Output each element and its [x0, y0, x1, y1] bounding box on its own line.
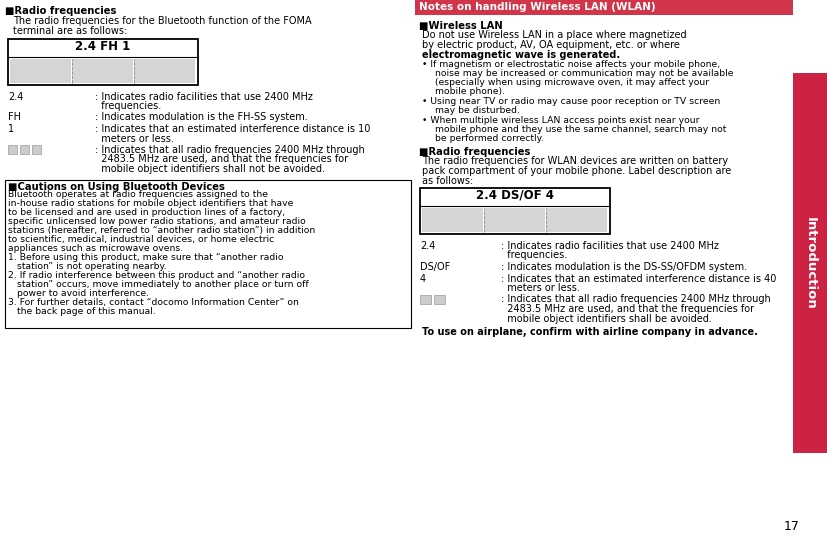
Text: • When multiple wireless LAN access points exist near your: • When multiple wireless LAN access poin… — [422, 116, 700, 125]
Text: : Indicates that all radio frequencies 2400 MHz through: : Indicates that all radio frequencies 2… — [95, 145, 365, 155]
Text: The radio frequencies for the Bluetooth function of the FOMA: The radio frequencies for the Bluetooth … — [13, 16, 312, 27]
Text: FH: FH — [8, 112, 21, 123]
Text: the back page of this manual.: the back page of this manual. — [8, 307, 155, 316]
Text: pack compartment of your mobile phone. Label description are: pack compartment of your mobile phone. L… — [422, 166, 731, 176]
Text: The radio frequencies for WLAN devices are written on battery: The radio frequencies for WLAN devices a… — [422, 156, 728, 167]
Bar — [420, 294, 431, 304]
Text: meters or less.: meters or less. — [501, 283, 580, 293]
Bar — [434, 294, 445, 304]
Bar — [134, 59, 195, 83]
Text: to scientific, medical, industrial devices, or home electric: to scientific, medical, industrial devic… — [8, 235, 275, 244]
Text: ■Wireless LAN: ■Wireless LAN — [419, 21, 503, 31]
Text: electromagnetic wave is generated.: electromagnetic wave is generated. — [422, 49, 620, 60]
Text: 2.4 DS/OF 4: 2.4 DS/OF 4 — [476, 189, 554, 202]
Text: : Indicates that an estimated interference distance is 40: : Indicates that an estimated interferen… — [501, 274, 777, 283]
Text: station” occurs, move immediately to another place or turn off: station” occurs, move immediately to ano… — [8, 280, 308, 289]
Text: To use on airplane, confirm with airline company in advance.: To use on airplane, confirm with airline… — [422, 327, 758, 337]
Bar — [5, 180, 411, 328]
Text: ■Radio frequencies: ■Radio frequencies — [5, 6, 117, 16]
Bar — [8, 39, 198, 85]
Bar — [422, 208, 483, 232]
Text: : Indicates modulation is the FH-SS system.: : Indicates modulation is the FH-SS syst… — [95, 112, 308, 123]
Text: frequencies.: frequencies. — [95, 101, 161, 111]
Text: 1. Before using this product, make sure that “another radio: 1. Before using this product, make sure … — [8, 253, 284, 262]
Text: : Indicates that all radio frequencies 2400 MHz through: : Indicates that all radio frequencies 2… — [501, 294, 771, 305]
Text: 2483.5 MHz are used, and that the frequencies for: 2483.5 MHz are used, and that the freque… — [95, 155, 348, 165]
Text: frequencies.: frequencies. — [501, 250, 567, 261]
Text: station” is not operating nearby.: station” is not operating nearby. — [8, 262, 166, 271]
Bar — [420, 188, 610, 234]
Text: 2483.5 MHz are used, and that the frequencies for: 2483.5 MHz are used, and that the freque… — [501, 304, 754, 314]
Text: mobile phone and they use the same channel, search may not: mobile phone and they use the same chann… — [429, 125, 726, 134]
Text: power to avoid interference.: power to avoid interference. — [8, 289, 149, 298]
Text: appliances such as microwave ovens.: appliances such as microwave ovens. — [8, 244, 183, 253]
Text: 2.4: 2.4 — [8, 92, 23, 102]
Text: DS/OF: DS/OF — [420, 262, 450, 272]
Bar — [484, 208, 545, 232]
Text: : Indicates radio facilities that use 2400 MHz: : Indicates radio facilities that use 24… — [501, 241, 719, 251]
Text: 2. If radio interference between this product and “another radio: 2. If radio interference between this pr… — [8, 271, 305, 280]
Text: : Indicates modulation is the DS-SS/OFDM system.: : Indicates modulation is the DS-SS/OFDM… — [501, 262, 747, 272]
Text: • If magnetism or electrostatic noise affects your mobile phone,: • If magnetism or electrostatic noise af… — [422, 60, 720, 69]
Bar — [793, 73, 827, 453]
Text: : Indicates radio facilities that use 2400 MHz: : Indicates radio facilities that use 24… — [95, 92, 313, 102]
Text: Do not use Wireless LAN in a place where magnetized: Do not use Wireless LAN in a place where… — [422, 30, 686, 41]
Text: stations (hereafter, referred to “another radio station”) in addition: stations (hereafter, referred to “anothe… — [8, 226, 315, 235]
Text: specific unlicensed low power radio stations, and amateur radio: specific unlicensed low power radio stat… — [8, 217, 306, 226]
Text: 3. For further details, contact “docomo Information Center” on: 3. For further details, contact “docomo … — [8, 298, 299, 307]
Text: may be disturbed.: may be disturbed. — [429, 106, 520, 115]
Text: ■Radio frequencies: ■Radio frequencies — [419, 147, 530, 157]
Bar — [8, 145, 17, 154]
Text: Bluetooth operates at radio frequencies assigned to the: Bluetooth operates at radio frequencies … — [8, 190, 268, 199]
Text: meters or less.: meters or less. — [95, 134, 174, 143]
Text: mobile phone).: mobile phone). — [429, 87, 504, 96]
Bar — [415, 0, 793, 15]
Bar — [72, 59, 133, 83]
Text: to be licensed and are used in production lines of a factory,: to be licensed and are used in productio… — [8, 208, 285, 217]
Text: in-house radio stations for mobile object identifiers that have: in-house radio stations for mobile objec… — [8, 199, 294, 208]
Text: mobile object identifiers shall be avoided.: mobile object identifiers shall be avoid… — [501, 313, 712, 324]
Text: • Using near TV or radio may cause poor reception or TV screen: • Using near TV or radio may cause poor … — [422, 97, 720, 106]
Text: Notes on handling Wireless LAN (WLAN): Notes on handling Wireless LAN (WLAN) — [419, 2, 656, 12]
Text: noise may be increased or communication may not be available: noise may be increased or communication … — [429, 69, 734, 78]
Text: 2.4 FH 1: 2.4 FH 1 — [75, 40, 131, 53]
Text: ■Cautions on Using Bluetooth Devices: ■Cautions on Using Bluetooth Devices — [8, 181, 225, 192]
Bar — [546, 208, 607, 232]
Text: terminal are as follows:: terminal are as follows: — [13, 26, 127, 36]
Text: Introduction: Introduction — [804, 217, 816, 310]
Text: by electric product, AV, OA equipment, etc. or where: by electric product, AV, OA equipment, e… — [422, 40, 680, 50]
Text: 17: 17 — [784, 520, 800, 533]
Text: : Indicates that an estimated interference distance is 10: : Indicates that an estimated interferen… — [95, 124, 370, 134]
Text: as follows:: as follows: — [422, 175, 473, 186]
Bar — [10, 59, 71, 83]
Bar — [20, 145, 29, 154]
Text: mobile object identifiers shall not be avoided.: mobile object identifiers shall not be a… — [95, 164, 325, 174]
Text: be performed correctly.: be performed correctly. — [429, 134, 543, 143]
Text: 2.4: 2.4 — [420, 241, 435, 251]
Bar — [32, 145, 41, 154]
Text: 4: 4 — [420, 274, 426, 283]
Text: 1: 1 — [8, 124, 14, 134]
Text: (especially when using microwave oven, it may affect your: (especially when using microwave oven, i… — [429, 78, 709, 87]
